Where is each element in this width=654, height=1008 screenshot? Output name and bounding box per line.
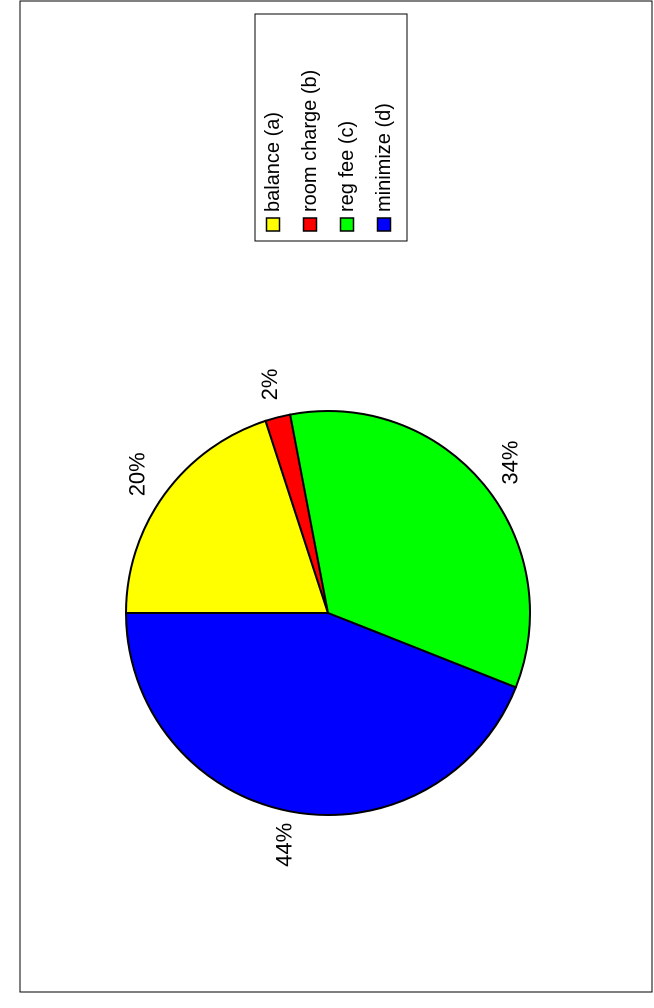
pie-slice-label-4: 44%	[271, 823, 296, 867]
pie-slice-4	[124, 612, 518, 816]
legend-box	[254, 13, 408, 242]
legend: balance (a) room charge (b) reg fee (c) min…	[254, 13, 408, 242]
pie-slice-label-3: 34%	[497, 441, 522, 485]
legend-swatch-1	[265, 217, 281, 232]
legend-swatch-3	[339, 217, 355, 232]
pie-slice-1	[124, 419, 330, 614]
legend-swatch-2	[302, 217, 318, 232]
pie-slice-3	[288, 410, 531, 689]
legend-label-2: room charge (b)	[299, 70, 321, 212]
pie-slice-label-1: 20%	[125, 452, 150, 496]
pie-slice-label-2: 2%	[257, 369, 282, 401]
pie-slice-labels: 20% 2% 34% 44%	[125, 369, 523, 867]
legend-label-3: reg fee (c)	[336, 121, 358, 212]
legend-swatch-4	[376, 217, 392, 232]
pie-slices	[124, 410, 531, 816]
legend-label-4: minimize (d)	[373, 103, 395, 212]
legend-label-1: balance (a)	[262, 112, 284, 212]
